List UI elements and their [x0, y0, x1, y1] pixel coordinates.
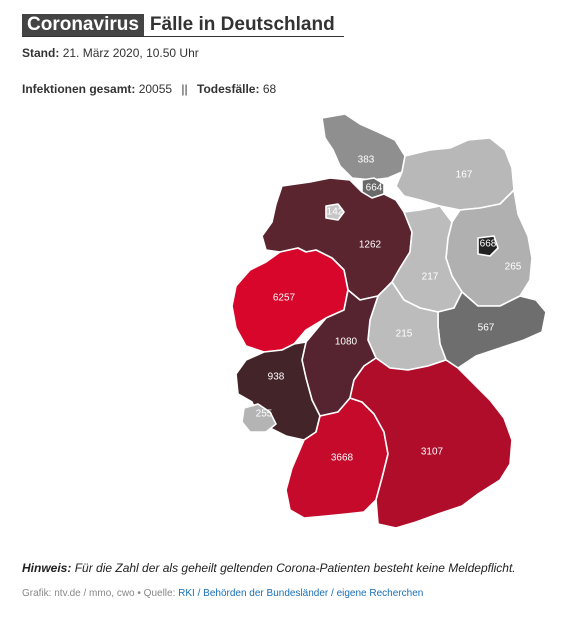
- title-bar: Coronavirus Fälle in Deutschland: [22, 14, 344, 37]
- label-brandenburg: 265: [505, 262, 522, 273]
- source-link[interactable]: RKI / Behörden der Bundesländer / eigene…: [178, 588, 424, 599]
- hint-text: Für die Zahl der als geheilt geltenden C…: [74, 561, 516, 575]
- label-sachsen: 567: [478, 323, 495, 334]
- label-saarland: 255: [256, 409, 273, 420]
- state-bremen[interactable]: [325, 203, 345, 221]
- title-tag: Coronavirus: [22, 14, 144, 36]
- source-prefix: Grafik: ntv.de / mmo, cwo • Quelle:: [22, 588, 176, 599]
- label-nordrhein-westfalen: 6257: [273, 293, 296, 304]
- label-niedersachsen: 1262: [359, 240, 382, 251]
- totals-separator: ||: [181, 82, 188, 96]
- state-berlin[interactable]: [477, 235, 499, 257]
- state-bayern[interactable]: [349, 357, 513, 529]
- label-bremen: 142: [327, 207, 344, 218]
- label-mecklenburg-vorpommern: 167: [456, 170, 473, 181]
- label-hamburg: 664: [366, 183, 383, 194]
- label-hessen: 1080: [335, 337, 358, 348]
- state-schleswig-holstein[interactable]: [321, 113, 406, 181]
- deaths-value: 68: [262, 82, 277, 96]
- hint-label: Hinweis:: [22, 561, 72, 575]
- label-sachsen-anhalt: 217: [422, 272, 439, 283]
- deaths-label: Todesfälle:: [197, 82, 260, 96]
- state-saarland[interactable]: [241, 403, 277, 433]
- label-rheinland-pfalz: 938: [268, 372, 285, 383]
- timestamp: Stand: 21. März 2020, 10.50 Uhr: [22, 46, 199, 60]
- timestamp-value: 21. März 2020, 10.50 Uhr: [62, 46, 199, 60]
- page-title: Fälle in Deutschland: [149, 14, 335, 35]
- timestamp-label: Stand:: [22, 46, 60, 60]
- hint-note: Hinweis: Für die Zahl der als geheilt ge…: [22, 561, 516, 575]
- infections-value: 20055: [138, 82, 173, 96]
- label-thueringen: 215: [396, 329, 413, 340]
- label-berlin: 668: [480, 239, 497, 250]
- label-bayern: 3107: [421, 447, 444, 458]
- infections-label: Infektionen gesamt:: [22, 82, 136, 96]
- totals-line: Infektionen gesamt: 20055 || Todesfälle:…: [22, 82, 276, 96]
- source-line: Grafik: ntv.de / mmo, cwo • Quelle: RKI …: [22, 588, 423, 599]
- label-schleswig-holstein: 383: [358, 155, 375, 166]
- label-baden-wuerttemberg: 3668: [331, 453, 354, 464]
